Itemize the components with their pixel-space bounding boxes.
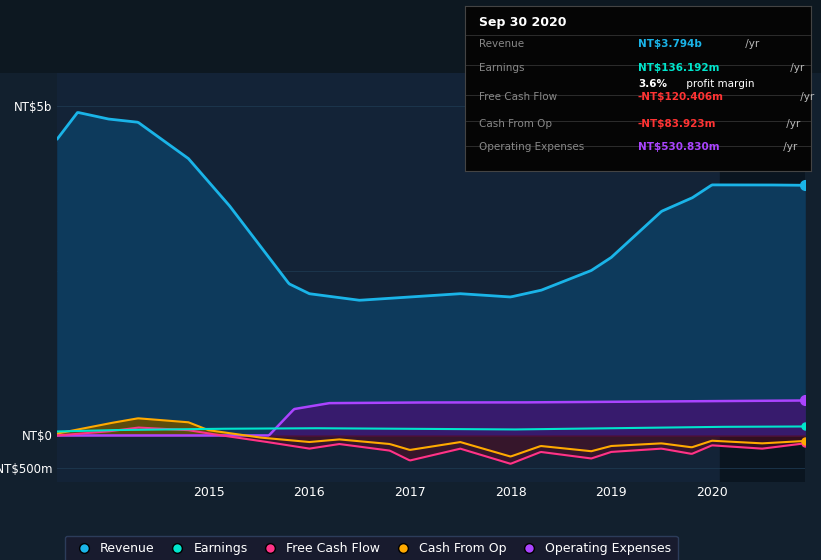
Bar [720, 73, 805, 482]
Legend: Revenue, Earnings, Free Cash Flow, Cash From Op, Operating Expenses: Revenue, Earnings, Free Cash Flow, Cash … [65, 536, 677, 560]
Text: -NT$120.406m: -NT$120.406m [638, 92, 724, 102]
Text: /yr: /yr [787, 63, 804, 73]
Text: 3.6%: 3.6% [638, 79, 667, 89]
Text: Free Cash Flow: Free Cash Flow [479, 92, 557, 102]
Text: NT$136.192m: NT$136.192m [638, 63, 719, 73]
Text: /yr: /yr [783, 119, 800, 129]
Text: Revenue: Revenue [479, 39, 524, 49]
Text: profit margin: profit margin [683, 79, 754, 89]
Text: /yr: /yr [742, 39, 759, 49]
Text: /yr: /yr [780, 142, 797, 152]
Text: Operating Expenses: Operating Expenses [479, 142, 584, 152]
Text: Cash From Op: Cash From Op [479, 119, 552, 129]
Text: -NT$83.923m: -NT$83.923m [638, 119, 717, 129]
Text: Sep 30 2020: Sep 30 2020 [479, 16, 566, 29]
Text: Earnings: Earnings [479, 63, 524, 73]
Text: NT$530.830m: NT$530.830m [638, 142, 719, 152]
Text: /yr: /yr [797, 92, 814, 102]
Text: NT$3.794b: NT$3.794b [638, 39, 702, 49]
